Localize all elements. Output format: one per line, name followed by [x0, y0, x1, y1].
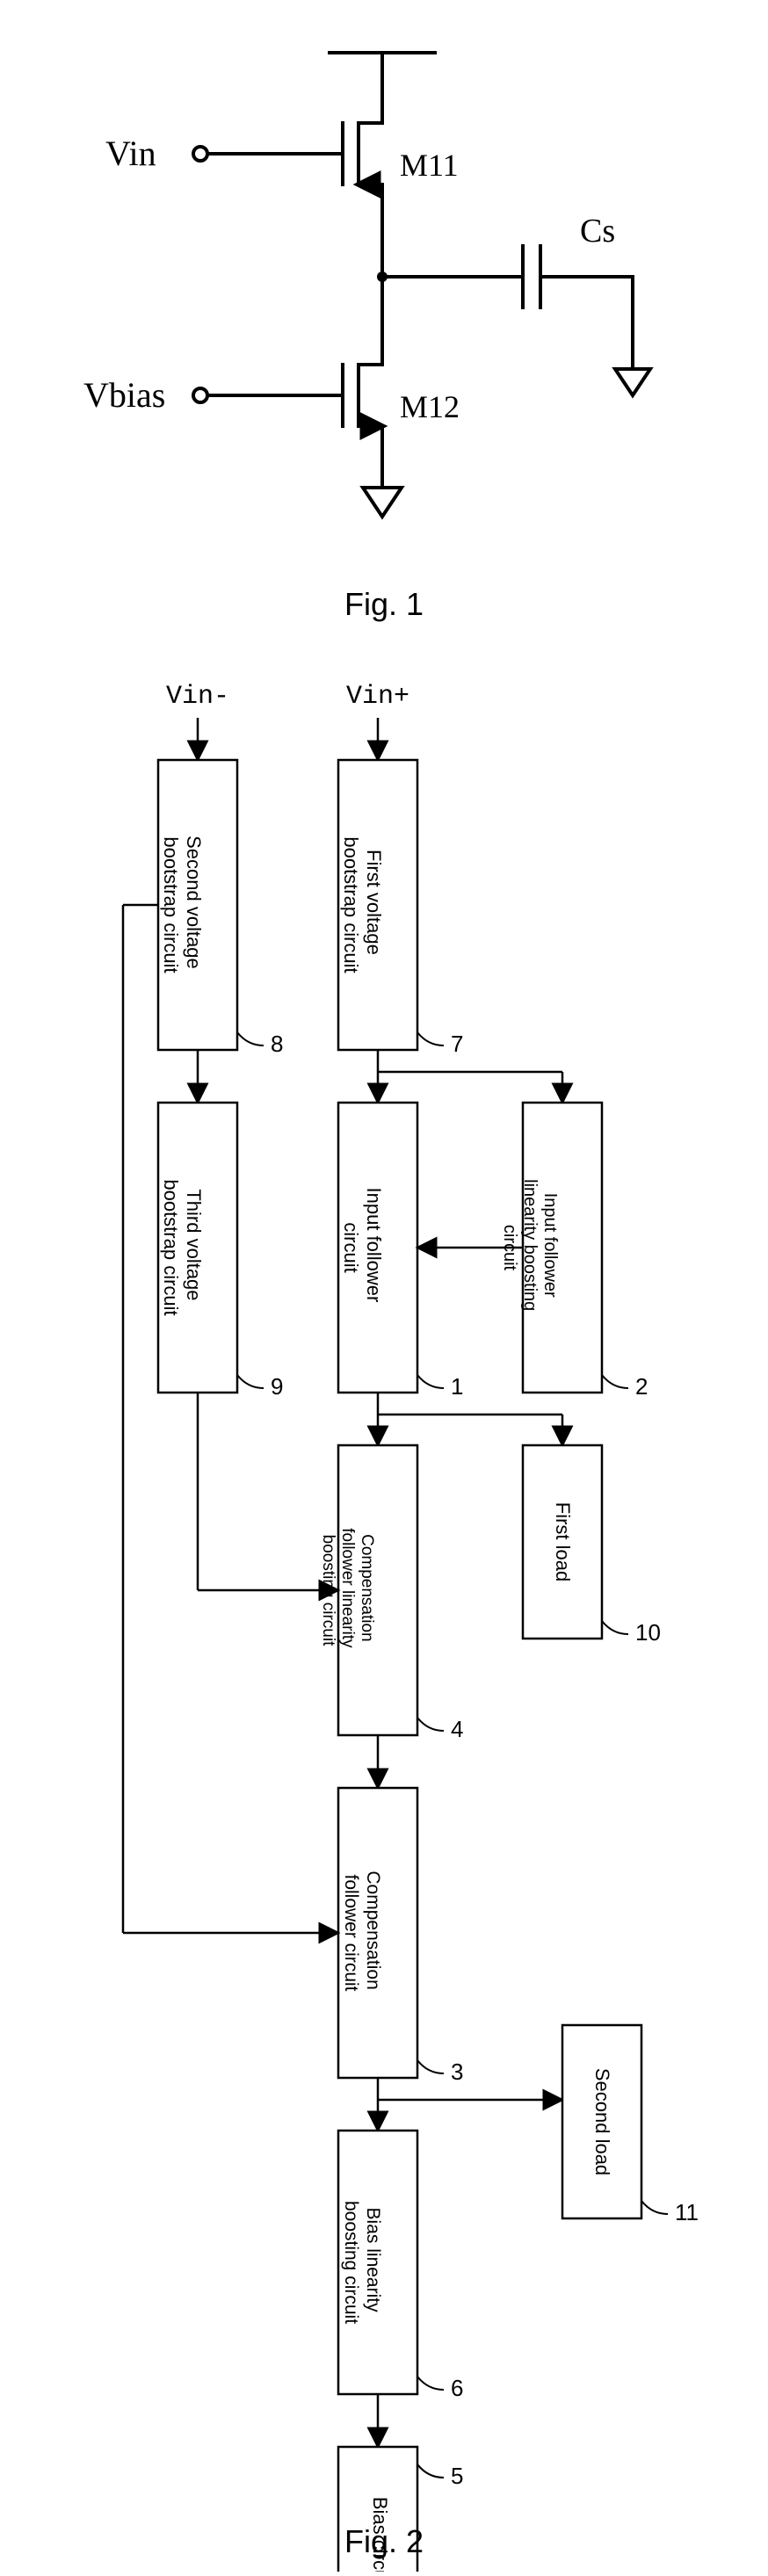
ref8: 8: [271, 1031, 283, 1057]
fig1-svg: Vin Vbias M11 M12 Cs Fig. 1: [0, 0, 768, 650]
vin-plus-label: Vin+: [346, 682, 409, 712]
box4-label: Compensation follower linearity boosting…: [319, 1528, 376, 1653]
box10-label: First load: [552, 1502, 574, 1581]
cs-label: Cs: [580, 213, 615, 250]
vin-minus-label: Vin-: [166, 682, 229, 712]
ref9: 9: [271, 1373, 283, 1400]
box8-label: Second voltage bootstrap circuit: [160, 836, 205, 974]
box7-label: First voltage bootstrap circuit: [340, 836, 385, 973]
fig2-svg: Vin- Vin+ Second voltage bootstrap circu…: [0, 655, 768, 2572]
ref2: 2: [635, 1373, 648, 1400]
ref5: 5: [451, 2463, 463, 2489]
fig1-caption: Fig. 1: [344, 586, 424, 622]
ref6: 6: [451, 2375, 463, 2401]
vbias-label: Vbias: [83, 375, 165, 415]
box9-label: Third voltage bootstrap circuit: [160, 1179, 205, 1315]
ref10: 10: [635, 1619, 661, 1646]
ref4: 4: [451, 1716, 463, 1742]
ref3: 3: [451, 2059, 463, 2085]
vin-label: Vin: [105, 134, 156, 173]
m11-label: M11: [400, 148, 459, 183]
ref7: 7: [451, 1031, 463, 1057]
m12-label: M12: [400, 389, 460, 424]
ref1: 1: [451, 1373, 463, 1400]
ref11: 11: [675, 2199, 699, 2225]
box2-label: Input follower linearity boosting circui…: [500, 1179, 560, 1316]
box11-label: Second load: [591, 2068, 613, 2175]
fig2-caption: Fig. 2: [344, 2523, 424, 2559]
